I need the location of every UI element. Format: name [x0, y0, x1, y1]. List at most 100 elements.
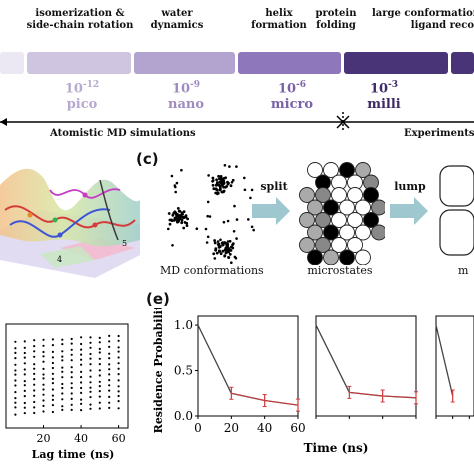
- microstate-circle: [299, 187, 315, 203]
- lag-point: [14, 363, 17, 366]
- lag-point: [14, 373, 17, 376]
- lag-point: [14, 379, 17, 382]
- conformation-point: [223, 164, 227, 167]
- lag-point: [33, 345, 36, 348]
- microstate-circle: [363, 212, 379, 228]
- y-tick-label: 1.0: [174, 318, 193, 332]
- lag-point: [51, 350, 55, 353]
- conformation-point: [218, 177, 222, 181]
- lag-point: [61, 408, 64, 411]
- trajectory-dark: [99, 179, 119, 241]
- conformation-point: [250, 188, 254, 192]
- lag-point: [51, 398, 55, 401]
- lag-point: [70, 392, 73, 395]
- lump-arrow-shape: [390, 197, 428, 225]
- conformation-point: [230, 181, 234, 184]
- lag-point: [61, 366, 64, 369]
- conformation-point: [216, 240, 220, 243]
- lag-point: [70, 359, 73, 362]
- conformation-point: [176, 207, 180, 210]
- microstate-circle: [323, 224, 339, 241]
- lag-point: [70, 382, 73, 385]
- conformation-point: [226, 240, 230, 243]
- lag-point: [14, 347, 17, 350]
- lag-point: [23, 351, 26, 355]
- conformation-point: [233, 204, 236, 208]
- conformation-point: [231, 178, 235, 182]
- lag-point: [61, 338, 64, 341]
- state-marker: [52, 217, 58, 223]
- conformation-point: [216, 191, 220, 195]
- lag-point: [61, 376, 64, 379]
- subplot-frame: [315, 315, 417, 417]
- event-label-helix-formation: helix formation: [251, 8, 307, 31]
- lag-point: [89, 407, 92, 410]
- panel-e-tag: (e): [146, 290, 170, 308]
- state-label-5: 5: [122, 239, 127, 248]
- residence-probability-chart: 0 20 40 60 0.0 0.5 1.0 Residence Probability Tim…: [152, 308, 474, 455]
- lag-point: [61, 370, 64, 373]
- lump-arrow: [390, 197, 428, 225]
- lag-point: [98, 395, 101, 398]
- lag-point: [98, 374, 101, 377]
- conformation-point: [206, 200, 210, 204]
- lag-point: [89, 352, 92, 356]
- x-tick-label: 20: [37, 432, 51, 445]
- lag-point: [98, 336, 101, 339]
- lag-point: [98, 351, 101, 354]
- lag-point: [51, 361, 55, 365]
- md-simulations-label: Atomistic MD simulations: [50, 128, 196, 139]
- lag-point: [117, 407, 120, 410]
- microstate-circle: [323, 199, 339, 216]
- conformation-point: [243, 176, 246, 180]
- conformation-point: [215, 178, 218, 182]
- lag-point: [23, 346, 26, 349]
- lag-point: [80, 342, 83, 346]
- lag-point: [51, 388, 55, 391]
- lag-point: [23, 362, 26, 365]
- lag-point: [42, 360, 45, 363]
- plot-frame: [5, 323, 129, 429]
- conformation-point: [174, 213, 178, 216]
- lag-point: [42, 344, 45, 347]
- lag-point: [23, 395, 26, 398]
- lag-point: [98, 401, 101, 404]
- lag-point: [42, 388, 45, 391]
- conformation-point: [217, 174, 220, 178]
- lag-point: [117, 339, 120, 342]
- lag-point: [51, 382, 55, 385]
- microstate-circle: [307, 249, 323, 265]
- macrostates-diagram: [439, 165, 474, 256]
- conformation-point: [231, 246, 235, 250]
- microstates-caption: microstates: [307, 264, 373, 277]
- conformation-point: [228, 239, 232, 243]
- lag-point: [42, 410, 45, 413]
- conformation-point: [170, 219, 174, 222]
- lag-point: [33, 350, 36, 353]
- conformation-point: [249, 196, 252, 200]
- conformation-point: [173, 218, 177, 221]
- x-tick-label: 60: [290, 421, 305, 435]
- lag-point: [117, 394, 120, 398]
- prefix-pico: pico: [66, 97, 98, 112]
- conformation-point: [225, 244, 229, 248]
- conformation-point: [204, 227, 208, 231]
- conformation-point: [182, 216, 186, 220]
- lag-point: [80, 370, 83, 373]
- lag-point: [98, 380, 101, 383]
- lag-point: [108, 340, 111, 343]
- conformation-point: [219, 238, 222, 242]
- lag-point: [42, 367, 45, 370]
- microstate-circle: [323, 249, 339, 265]
- lag-point: [14, 397, 17, 400]
- lag-point: [33, 378, 36, 381]
- conformation-point: [171, 213, 175, 217]
- lag-point: [117, 356, 120, 359]
- x-tick-label: 40: [74, 432, 88, 445]
- split-arrow: [252, 197, 290, 225]
- lag-point: [117, 385, 120, 388]
- split-arrow-shape: [252, 197, 290, 225]
- lag-point: [108, 368, 111, 371]
- conformation-point: [206, 235, 210, 239]
- exponent-micro: 10-6: [277, 80, 307, 97]
